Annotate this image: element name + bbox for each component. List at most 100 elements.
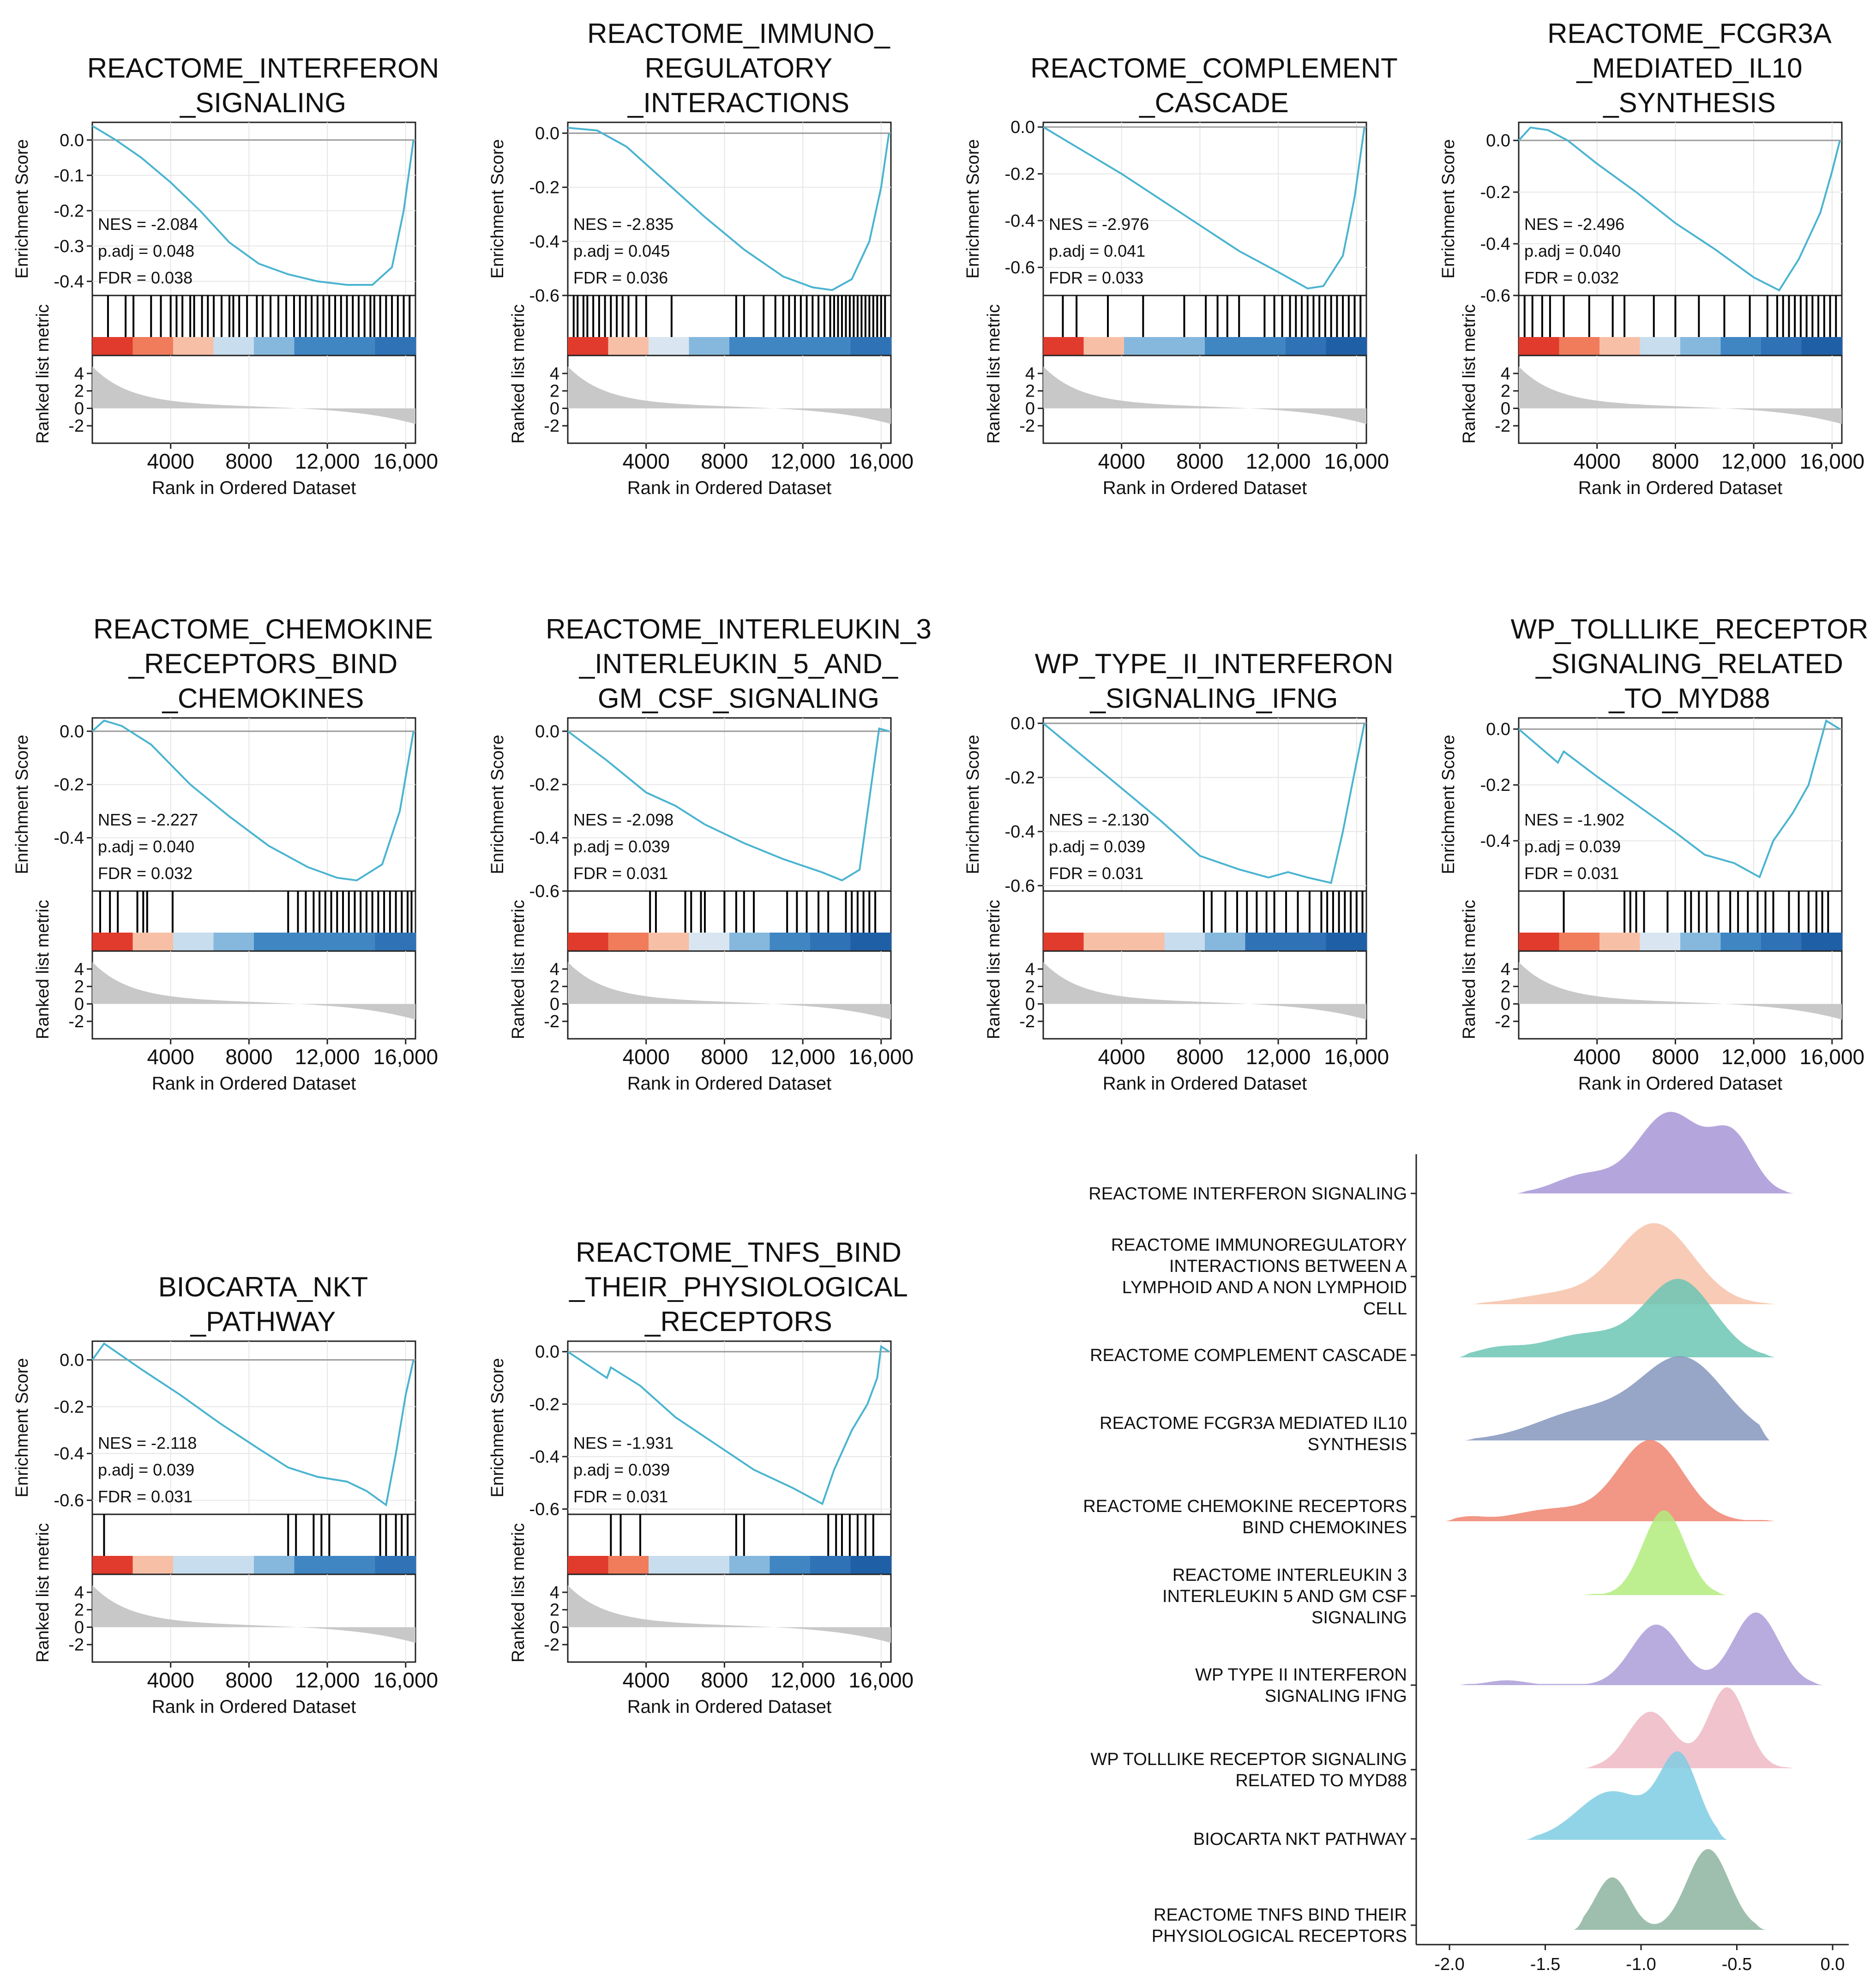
es-y-tick-label: -0.4 (529, 1447, 559, 1467)
x-tick-label: 4000 (1574, 1045, 1621, 1069)
rank-color-segment (132, 1556, 174, 1574)
x-tick-label: 12,000 (1246, 1045, 1311, 1069)
es-y-tick-label: 0.0 (535, 1343, 559, 1362)
stat-label: NES = -1.931 (573, 1434, 673, 1452)
panel-title-line: _RECEPTORS (644, 1306, 832, 1337)
stat-label: FDR = 0.031 (98, 1487, 192, 1506)
x-tick-label: 16,000 (848, 1045, 914, 1069)
rank-y-tick-label: -2 (1019, 1012, 1035, 1031)
x-tick-label: 4000 (147, 1045, 194, 1069)
stat-label: FDR = 0.031 (1524, 864, 1619, 883)
x-axis-label: Rank in Ordered Dataset (627, 478, 831, 498)
ridge-pathway-label: SYNTHESIS (1308, 1435, 1407, 1454)
panel-title-line: _SIGNALING_IFNG (1090, 683, 1338, 714)
rank-color-segment (335, 933, 376, 951)
rank-y-tick-label: 0 (74, 399, 84, 418)
running-es-curve (567, 1344, 890, 1506)
rank-y-tick-label: 2 (550, 382, 559, 401)
x-axis-label: Rank in Ordered Dataset (627, 1073, 831, 1094)
gsea-panel-3: REACTOME_COMPLEMENT_CASCADE 0.0 -0.2 -0.4 -0… (963, 53, 1398, 498)
stat-label: p.adj = 0.039 (1524, 837, 1621, 856)
es-y-tick-label: -0.1 (54, 166, 84, 186)
es-panel-frame (1518, 121, 1843, 296)
rank-y-tick-label: -2 (68, 1012, 84, 1031)
panel-title-line: _INTERLEUKIN_5_AND_ (579, 648, 899, 679)
x-tick-label: 16,000 (1799, 1045, 1864, 1069)
es-y-tick-label: -0.4 (54, 1444, 84, 1464)
es-y-tick-label: -0.6 (1005, 876, 1035, 896)
stat-label: NES = -2.835 (573, 215, 673, 234)
es-y-tick-label: -0.4 (529, 829, 559, 848)
rank-color-segment (608, 337, 649, 355)
x-tick-label: 8000 (701, 1668, 748, 1692)
es-y-tick-label: -0.2 (529, 775, 559, 795)
gsea-panel-1: REACTOME_INTERFERON_SIGNALING 0.0 -0.1 -0.2… (12, 53, 439, 498)
x-tick-label: 16,000 (848, 1668, 914, 1692)
rank-color-segment (294, 933, 335, 951)
rank-y-tick-label: 4 (1025, 960, 1035, 979)
x-tick-label: 12,000 (1246, 449, 1311, 473)
running-es-curve (91, 1342, 415, 1507)
rank-color-segment (1205, 337, 1246, 355)
x-tick-label: 12,000 (295, 1668, 360, 1692)
ridge-pathway-label: PHYSIOLOGICAL RECEPTORS (1152, 1927, 1407, 1946)
rank-color-segment (729, 1556, 770, 1574)
rank-color-segment (1124, 337, 1165, 355)
es-y-axis-label: Enrichment Score (1439, 139, 1458, 278)
stat-label: FDR = 0.038 (98, 268, 192, 287)
rank-y-tick-label: 4 (1025, 364, 1035, 384)
es-y-axis-label: Enrichment Score (12, 1358, 32, 1497)
x-tick-label: 4000 (1098, 449, 1145, 473)
rank-color-segment (1599, 337, 1641, 355)
rank-y-tick-label: 2 (1501, 977, 1510, 997)
es-y-tick-label: -0.2 (54, 201, 84, 221)
ranked-metric-area (92, 962, 415, 1020)
rank-color-segment (1326, 337, 1367, 355)
rank-y-tick-label: 2 (1025, 382, 1035, 401)
ridge-density (1445, 1440, 1775, 1521)
rank-color-segment (729, 337, 770, 355)
rank-color-segment (1245, 337, 1286, 355)
rank-y-tick-label: -2 (1495, 416, 1510, 436)
es-y-tick-label: -0.4 (54, 272, 84, 291)
ridge-density (1583, 1687, 1794, 1768)
rank-color-segment (213, 1556, 254, 1574)
rank-color-segment (173, 933, 214, 951)
ridge-pathway-label: REACTOME INTERLEUKIN 3 (1172, 1566, 1407, 1585)
gsea-panel-8: WP_TOLLLIKE_RECEPTOR_SIGNALING_RELATED _T… (1439, 614, 1868, 1094)
x-axis-label: Rank in Ordered Dataset (1103, 1073, 1307, 1094)
rank-color-segment (254, 1556, 295, 1574)
x-tick-label: 8000 (1652, 449, 1699, 473)
stat-label: NES = -2.084 (98, 215, 198, 234)
panel-title-line: _PATHWAY (190, 1306, 336, 1337)
es-y-tick-label: -0.6 (529, 1500, 559, 1519)
stat-label: p.adj = 0.039 (1049, 837, 1145, 856)
ridge-density (1526, 1751, 1727, 1840)
rank-color-segment (568, 1556, 609, 1574)
rank-y-tick-label: 2 (74, 1601, 84, 1620)
rank-color-segment (1599, 933, 1641, 951)
rank-y-axis-label: Ranked list metric (509, 304, 528, 444)
x-tick-label: 8000 (1652, 1045, 1699, 1069)
panel-title-line: REACTOME_TNFS_BIND (576, 1237, 902, 1268)
rank-color-segment (770, 933, 811, 951)
x-tick-label: 16,000 (1799, 449, 1864, 473)
ranked-metric-area (568, 366, 891, 424)
x-tick-label: 16,000 (373, 1668, 438, 1692)
es-y-tick-label: -0.3 (54, 237, 84, 256)
ridge-pathway-label: LYMPHOID AND A NON LYMPHOID (1122, 1278, 1407, 1297)
rank-color-segment (1124, 933, 1165, 951)
x-tick-label: 4000 (1098, 1045, 1145, 1069)
x-tick-label: 8000 (1176, 1045, 1223, 1069)
x-axis-label: Rank in Ordered Dataset (1578, 1073, 1782, 1094)
ridge-pathway-label: REACTOME IMMUNOREGULATORY (1111, 1235, 1407, 1255)
panel-title-line: REACTOME_CHEMOKINE (93, 614, 433, 645)
x-axis-label: Rank in Ordered Dataset (1103, 478, 1307, 498)
rank-color-segment (132, 933, 174, 951)
ranked-metric-area (92, 366, 415, 424)
rank-color-segment (649, 933, 690, 951)
rank-y-tick-label: 0 (550, 1618, 559, 1637)
rank-y-tick-label: 0 (550, 399, 559, 418)
gsea-panel-10: REACTOME_TNFS_BIND_THEIR_PHYSIOLOGICAL _R… (488, 1237, 914, 1717)
es-y-tick-label: -0.6 (529, 286, 559, 306)
